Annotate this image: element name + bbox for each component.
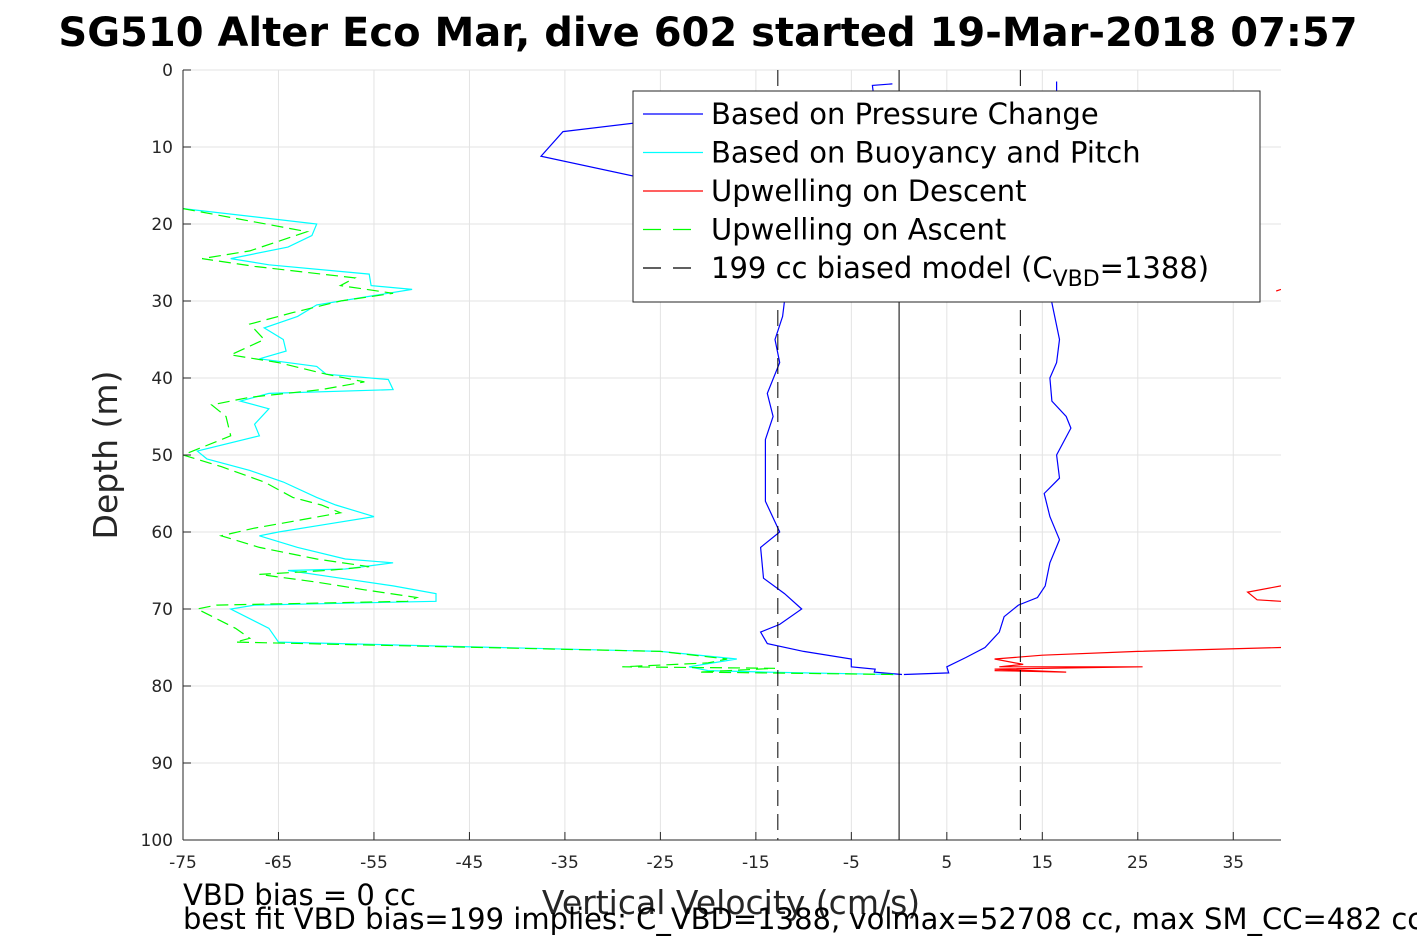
- y-tick-label: 20: [151, 215, 173, 235]
- legend-box: [632, 90, 1261, 303]
- y-tick-label: 50: [151, 446, 173, 466]
- x-tick-label: 5: [941, 853, 952, 873]
- series-line-1: [903, 81, 1072, 676]
- vbd-bias-note: VBD bias = 0 cc: [183, 878, 416, 912]
- series-layer: [183, 81, 1281, 676]
- chart-title: SG510 Alter Eco Mar, dive 602 started 19…: [58, 10, 1357, 56]
- x-tick-label: 15: [1031, 853, 1053, 873]
- legend: Based on Pressure Change Based on Buoyanc…: [632, 90, 1261, 303]
- y-tick-label: 100: [141, 831, 173, 851]
- series-line-0: [539, 83, 903, 676]
- y-tick-label: 40: [151, 369, 173, 389]
- legend-label-4: 199 cc biased model (CVBD=1388): [711, 251, 1209, 292]
- x-tick-label: -5: [843, 853, 860, 873]
- x-tick-label: 35: [1222, 853, 1244, 873]
- legend-label-1: Based on Buoyancy and Pitch: [711, 136, 1141, 170]
- y-tick-label: 70: [151, 600, 173, 620]
- series-line-6: [994, 646, 1281, 673]
- series-line-5: [1246, 585, 1281, 602]
- y-tick-label: 10: [151, 138, 173, 158]
- x-tick-label: 25: [1127, 853, 1149, 873]
- y-tick-label: 60: [151, 523, 173, 543]
- best-fit-note: best fit VBD bias=199 implies: C_VBD=138…: [183, 902, 1417, 936]
- x-tick-label: -55: [360, 853, 388, 873]
- x-tick-label: -25: [647, 853, 675, 873]
- y-axis-label: Depth (m): [86, 371, 125, 540]
- x-tick-label: -65: [265, 853, 293, 873]
- x-tick-label: -75: [169, 853, 197, 873]
- x-axis-label: Vertical Velocity (cm/s): [542, 883, 920, 922]
- y-tick-label: 30: [151, 292, 173, 312]
- series-line-4: [1276, 288, 1281, 292]
- legend-label-3: Upwelling on Ascent: [711, 213, 1006, 247]
- x-tick-label: -15: [742, 853, 770, 873]
- legend-label-0: Based on Pressure Change: [711, 97, 1099, 131]
- y-tick-label: 0: [162, 61, 173, 81]
- series-line-3: [183, 208, 895, 676]
- y-axis-ticks: 0 10 20 30 40 50 60 70 80 90 100: [141, 61, 191, 851]
- y-tick-label: 90: [151, 754, 173, 774]
- x-tick-label: -35: [551, 853, 579, 873]
- y-tick-label: 80: [151, 677, 173, 697]
- x-tick-label: -45: [456, 853, 484, 873]
- x-axis-ticks: -75 -65 -55 -45 -35 -25 -15 -5 5 15 25 35: [169, 832, 1244, 873]
- legend-label-2: Upwelling on Descent: [711, 174, 1027, 208]
